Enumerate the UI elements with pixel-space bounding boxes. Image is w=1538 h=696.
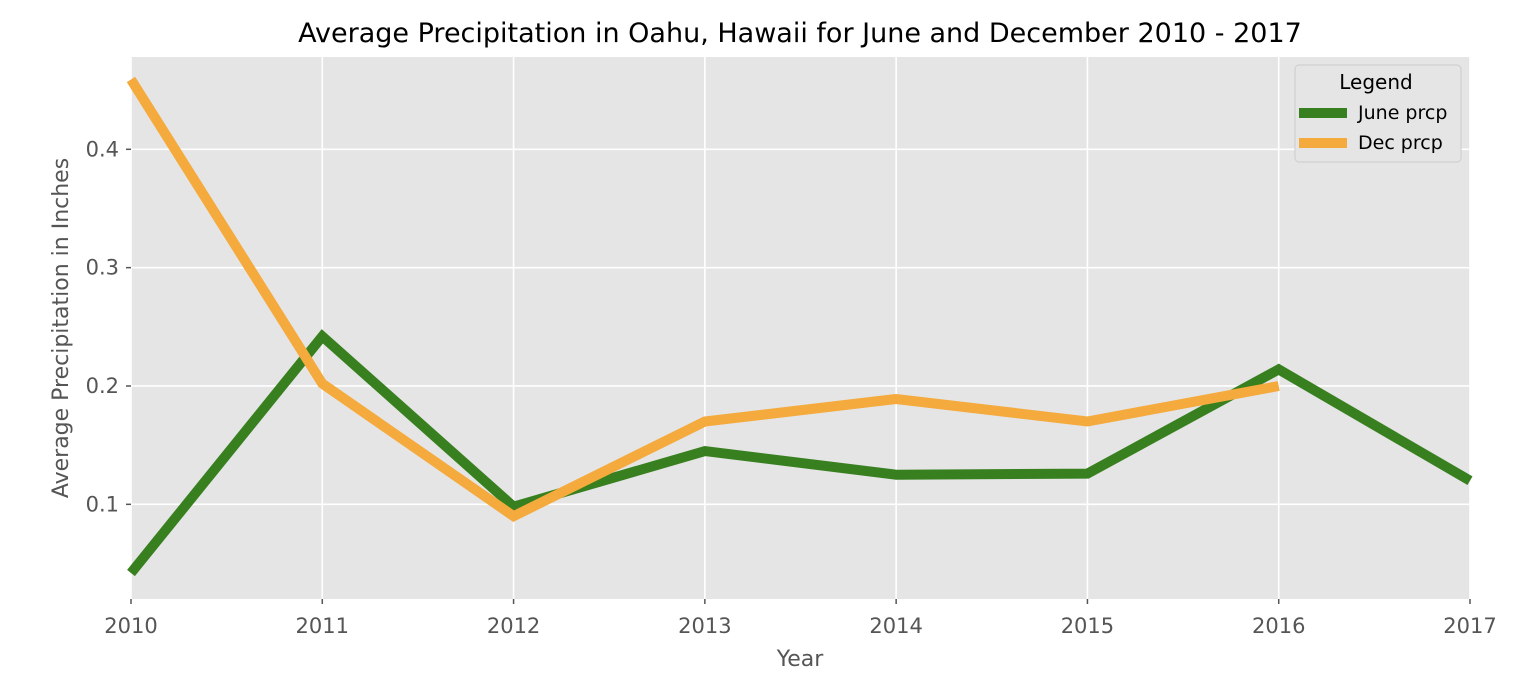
series-lines	[126, 76, 1473, 577]
legend-label-june: June prcp	[1357, 102, 1447, 124]
plot-area	[131, 57, 1470, 599]
x-tick-label: 2012	[487, 614, 540, 638]
legend-label-dec: Dec prcp	[1358, 132, 1443, 154]
x-tick-label: 2015	[1061, 614, 1114, 638]
chart-title: Average Precipitation in Oahu, Hawaii fo…	[298, 18, 1302, 49]
legend-title: Legend	[1339, 70, 1412, 94]
x-tick-label: 2017	[1443, 614, 1496, 638]
series-line-june	[127, 329, 1473, 577]
y-tick-label: 0.3	[86, 256, 119, 280]
x-tick-label: 2013	[678, 614, 731, 638]
x-tick-label: 2010	[104, 614, 157, 638]
x-tick-label: 2014	[869, 614, 922, 638]
y-tick-label: 0.1	[86, 492, 119, 516]
x-axis-ticks: 2010 2011 2012 2013 2014 2015 2016 2017	[104, 599, 1497, 638]
y-axis-label: Average Precipitation in Inches	[49, 158, 74, 498]
series-line-dec	[126, 76, 1280, 522]
legend-box	[1294, 64, 1462, 163]
x-tick-label: 2016	[1252, 614, 1305, 638]
x-tick-label: 2011	[296, 614, 349, 638]
legend: Legend June prcp Dec prcp	[1294, 64, 1462, 163]
x-axis-label: Year	[776, 647, 825, 672]
y-tick-label: 0.4	[86, 137, 119, 161]
y-axis-ticks: 0.1 0.2 0.3 0.4	[86, 137, 131, 516]
y-tick-label: 0.2	[86, 374, 119, 398]
